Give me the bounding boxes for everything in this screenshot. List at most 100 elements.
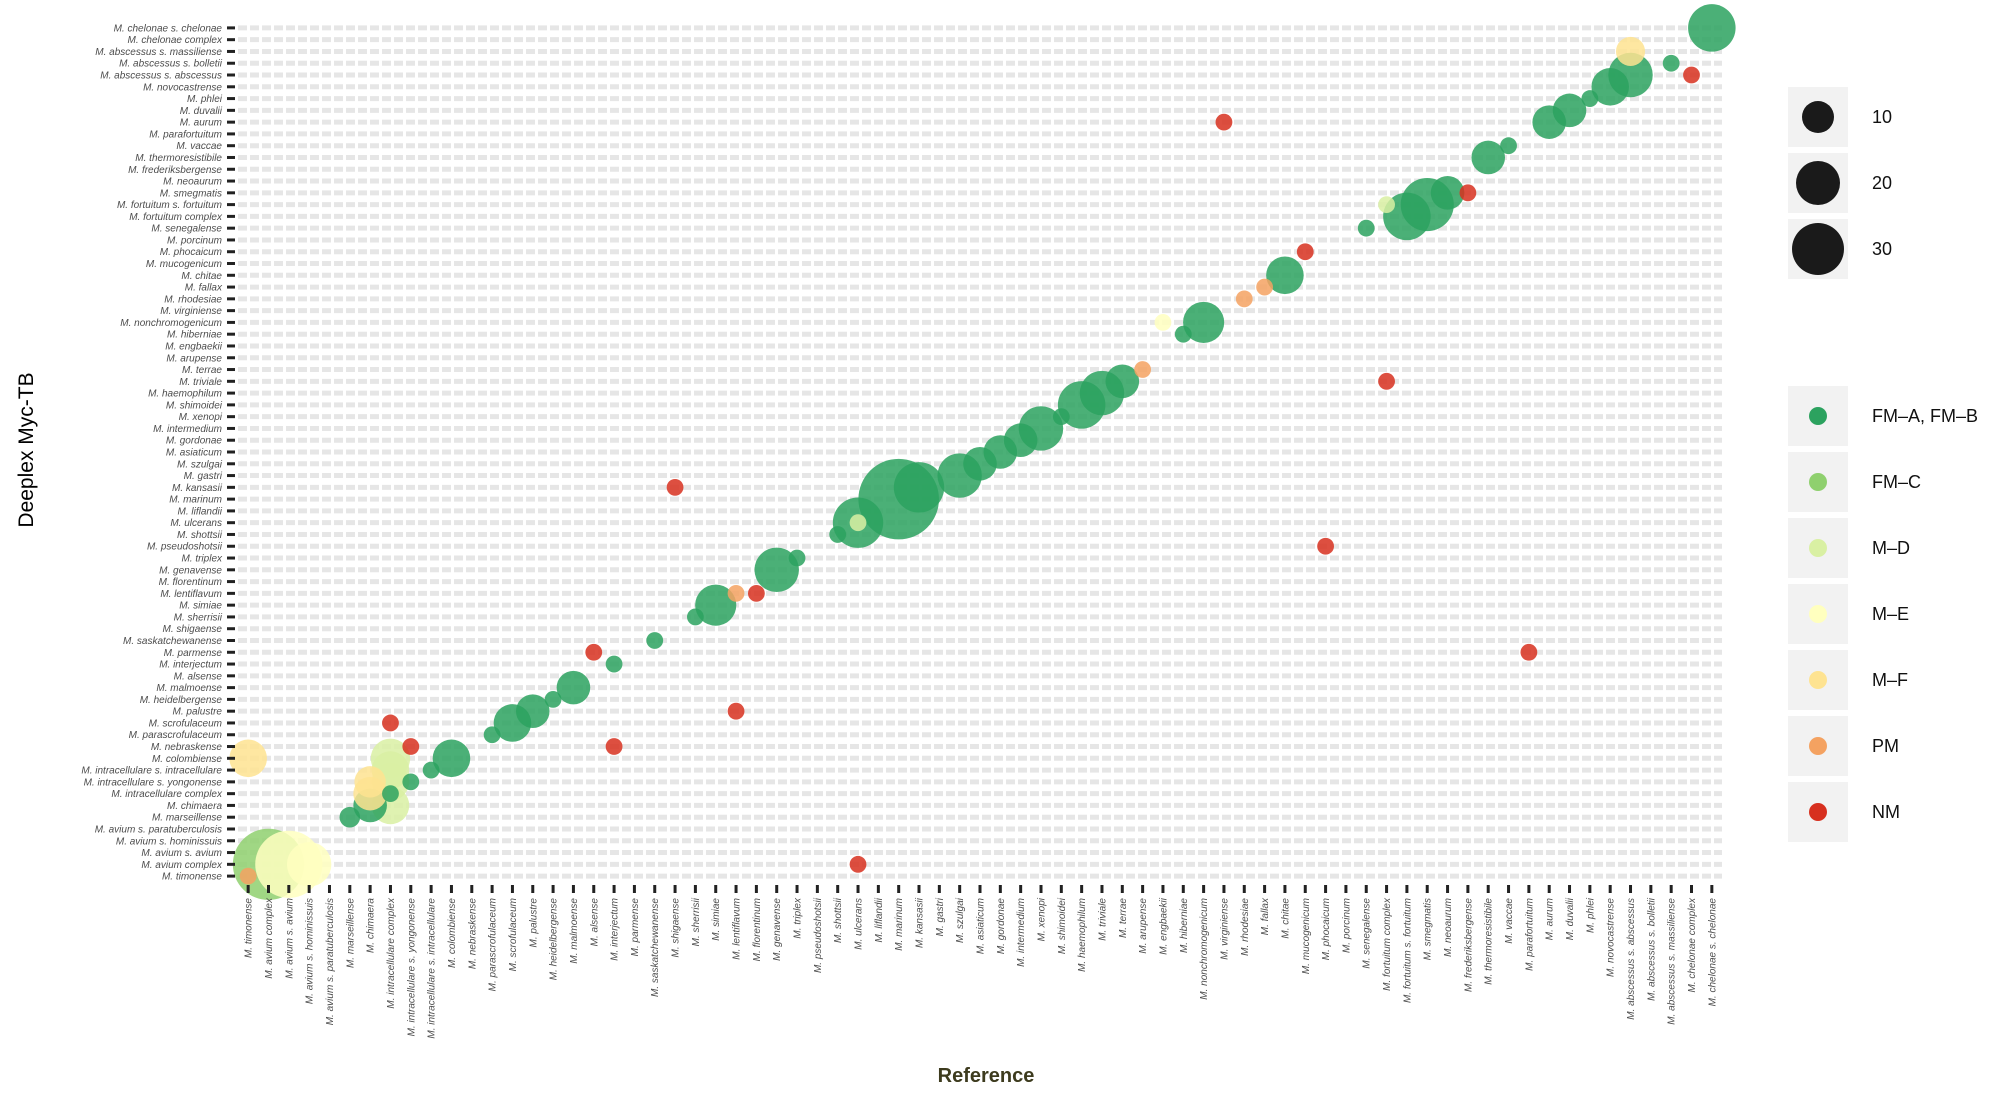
y-tick-label: M. fortuitum s. fortuitum: [117, 200, 222, 211]
data-bubble: [1296, 243, 1314, 261]
data-bubble: [605, 655, 623, 673]
x-tick-label: M. parafortuitum: [1524, 898, 1535, 971]
y-tick-label: M. haemophilum: [148, 389, 222, 400]
x-tick-label: M. smegmatis: [1423, 898, 1434, 960]
y-tick-label: M. shottsii: [177, 530, 223, 541]
y-tick-label: M. genavense: [159, 565, 222, 576]
y-tick-label: M. phlei: [187, 94, 223, 105]
x-tick-label: M. avium s. hominissuis: [305, 898, 316, 1004]
y-tick-label: M. thermoresistibile: [135, 153, 222, 164]
y-tick-label: M. gordonae: [166, 436, 223, 447]
data-bubble: [1688, 4, 1736, 52]
color-legend-label: NM: [1872, 802, 1900, 822]
x-tick-label: M. nebraskense: [467, 898, 478, 970]
y-tick-label: M. avium s. hominissuis: [116, 836, 222, 847]
data-bubble: [402, 773, 420, 791]
x-tick-label: M. porcinum: [1341, 898, 1352, 953]
x-tick-label: M. abscessus s. massiliense: [1667, 898, 1678, 1025]
size-legend-bubble: [1796, 161, 1840, 205]
data-bubble: [605, 738, 623, 755]
color-legend-dot: [1809, 473, 1827, 491]
data-bubble: [1052, 408, 1070, 426]
data-bubble: [229, 739, 267, 778]
data-bubble: [747, 584, 765, 602]
x-tick-label: M. parmense: [630, 898, 641, 957]
data-bubble: [1266, 256, 1304, 295]
x-tick-label: M. pseudoshotsii: [813, 897, 824, 973]
y-tick-label: M. chelonae s. chelonae: [114, 23, 223, 34]
y-tick-label: M. simiae: [179, 601, 222, 612]
y-tick-label: M. avium s. paratuberculosis: [95, 824, 222, 835]
data-bubble: [1105, 364, 1140, 399]
data-bubble: [556, 670, 591, 705]
y-tick-label: M. porcinum: [167, 235, 222, 246]
x-tick-label: M. duvalii: [1565, 897, 1576, 940]
data-bubble: [286, 842, 332, 887]
y-tick-label: M. terrae: [182, 365, 222, 376]
y-tick-label: M. rhodesiae: [164, 294, 222, 305]
x-tick-label: M. alsense: [589, 898, 600, 947]
y-tick-label: M. chitae: [181, 271, 222, 282]
data-bubble: [1500, 137, 1517, 155]
color-legend-label: M–E: [1872, 604, 1909, 624]
y-tick-label: M. marseillense: [152, 813, 222, 824]
data-bubble: [382, 714, 399, 732]
x-tick-label: M. interjectum: [610, 898, 621, 961]
color-legend-label: M–D: [1872, 538, 1910, 558]
x-tick-label: M. kansasii: [915, 897, 926, 948]
y-tick-label: M. duvalii: [180, 106, 223, 117]
y-tick-label: M. abscessus s. bolletii: [119, 59, 223, 70]
data-bubble: [1357, 219, 1375, 237]
x-tick-label: M. malmoense: [569, 898, 580, 964]
y-tick-label: M. saskatchewanense: [123, 636, 222, 647]
x-tick-label: M. hiberniae: [1179, 898, 1190, 953]
data-bubble: [432, 739, 471, 778]
data-bubble: [1215, 113, 1233, 131]
data-bubble: [754, 547, 799, 593]
x-tick-label: M. marinum: [894, 898, 905, 951]
x-tick-label: M. gordonae: [996, 898, 1007, 955]
data-bubble: [402, 738, 420, 755]
x-tick-label: M. szulgai: [955, 897, 966, 943]
x-tick-label: M. triplex: [793, 897, 804, 939]
x-tick-label: M. saskatchewanense: [650, 898, 661, 997]
x-tick-label: M. terrae: [1118, 898, 1129, 938]
x-tick-label: M. marseillense: [345, 898, 356, 968]
x-tick-label: M. haemophilum: [1077, 898, 1088, 972]
data-bubble: [354, 766, 386, 798]
data-bubble: [829, 526, 847, 543]
data-bubble: [695, 584, 737, 626]
data-bubble: [1591, 68, 1629, 106]
y-tick-label: M. lentiflavum: [160, 589, 222, 600]
y-tick-label: M. avium complex: [141, 860, 223, 871]
x-tick-label: M. avium s. avium: [284, 898, 295, 979]
y-tick-label: M. szulgai: [177, 459, 223, 470]
x-tick-label: M. liflandii: [874, 897, 885, 942]
data-bubble: [1235, 290, 1253, 308]
y-tick-label: M. kansasii: [172, 483, 223, 494]
y-tick-label: M. intracellulare s. yongonense: [84, 777, 223, 788]
y-tick-label: M. frederiksbergense: [128, 165, 222, 176]
x-tick-label: M. intracellulare s. yongonense: [406, 898, 417, 1037]
y-tick-label: M. fallax: [185, 283, 223, 294]
y-tick-label: M. parmense: [164, 648, 223, 659]
y-tick-label: M. vaccae: [176, 141, 222, 152]
data-bubble: [1317, 537, 1334, 555]
size-legend: 10 20 30: [1788, 87, 1892, 279]
data-bubble: [1003, 423, 1038, 458]
y-tick-label: M. nebraskense: [151, 742, 223, 753]
data-bubble: [382, 785, 399, 803]
y-tick-label: M. parafortuitum: [149, 129, 222, 140]
x-tick-label: M. chelonae s. chelonae: [1707, 898, 1718, 1007]
x-axis: M. timonense M. avium complex M. avium s. …: [244, 885, 1718, 1039]
data-bubble: [1154, 314, 1172, 331]
y-tick-label: M. parascrofulaceum: [129, 730, 222, 741]
x-tick-label: M. phlei: [1585, 897, 1596, 933]
data-bubble: [666, 478, 684, 496]
x-tick-label: M. senegalense: [1362, 898, 1373, 969]
x-tick-label: M. chimaera: [366, 898, 377, 953]
y-tick-label: M. triviale: [179, 377, 222, 388]
x-tick-label: M. fortuitum s. fortuitum: [1402, 898, 1413, 1003]
